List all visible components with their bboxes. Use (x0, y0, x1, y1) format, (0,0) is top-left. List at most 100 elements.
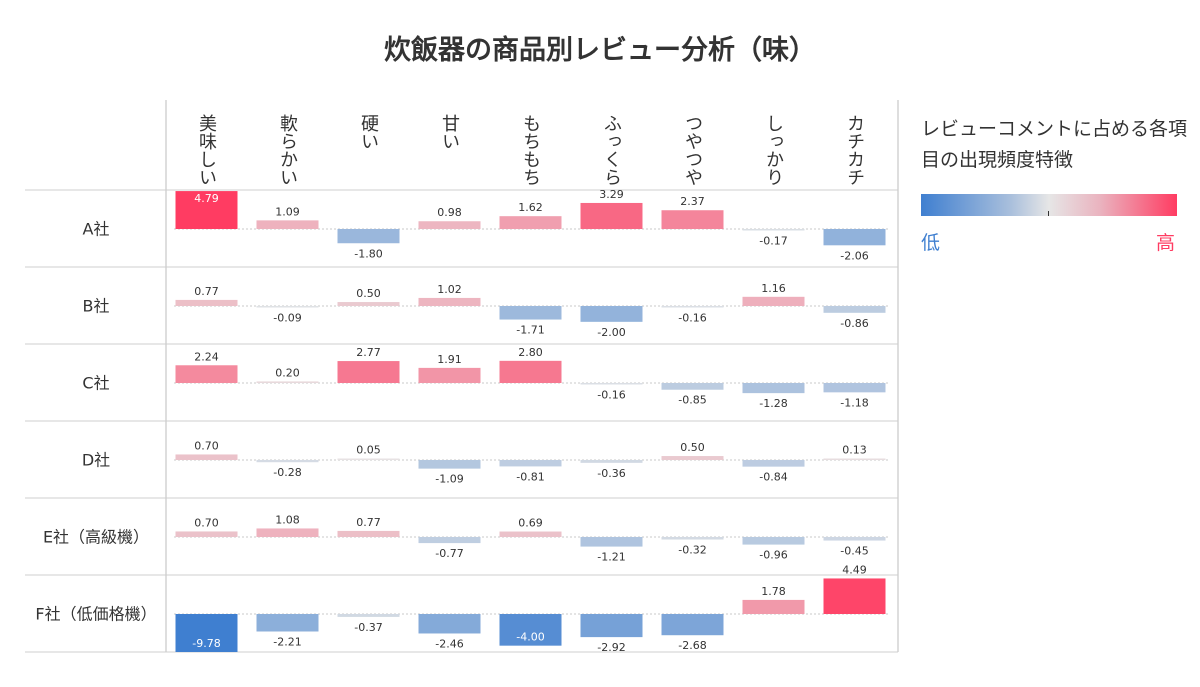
data-label: 1.09 (275, 205, 300, 218)
data-label: 1.08 (275, 513, 300, 526)
bar (418, 614, 481, 634)
data-label: -0.16 (597, 389, 625, 402)
bar (175, 531, 238, 537)
bar (256, 460, 319, 463)
legend-color-scale (921, 194, 1177, 216)
legend-midpoint-tick (1048, 211, 1049, 216)
bar (742, 383, 805, 394)
bar (823, 229, 886, 246)
bar (256, 220, 319, 229)
column-header: もちもち (520, 114, 541, 186)
data-label: 1.78 (761, 585, 786, 598)
data-label: -1.21 (597, 551, 625, 564)
bar (175, 299, 238, 306)
bar (256, 306, 319, 308)
bar (499, 614, 562, 646)
legend-high-label: 高 (1156, 232, 1176, 254)
data-label: -0.45 (840, 545, 868, 558)
data-label: 0.98 (437, 206, 462, 219)
bar (337, 614, 400, 617)
bar (499, 306, 562, 320)
bar (499, 460, 562, 467)
data-label: -0.86 (840, 317, 868, 330)
bar (175, 614, 238, 652)
data-label: -0.16 (678, 312, 706, 325)
bar (499, 531, 562, 537)
bar (580, 306, 643, 322)
column-header: 軟らかい (277, 114, 298, 186)
data-label: -0.36 (597, 467, 625, 480)
data-label: -0.85 (678, 394, 706, 407)
bar (337, 229, 400, 244)
data-label: 0.70 (194, 516, 219, 529)
data-label: 4.79 (194, 192, 219, 205)
data-label: 1.16 (761, 282, 786, 295)
row-label: B社 (83, 297, 110, 316)
bar (742, 599, 805, 614)
data-label: 2.80 (518, 346, 543, 359)
bar (175, 191, 238, 229)
data-label: -2.46 (435, 637, 463, 650)
row-label: D社 (82, 451, 110, 470)
bar (580, 202, 643, 229)
bar (823, 306, 886, 313)
column-header: カチカチ (844, 114, 865, 186)
column-header: しっかり (763, 114, 784, 186)
data-label: 0.13 (842, 444, 867, 457)
bar (661, 456, 724, 460)
bar (580, 614, 643, 638)
data-label: -4.00 (516, 631, 544, 644)
bar (418, 297, 481, 306)
bar (823, 458, 886, 460)
data-label: 0.50 (680, 441, 705, 454)
data-label: 2.77 (356, 346, 381, 359)
bar (661, 210, 724, 229)
data-label: -0.37 (354, 621, 382, 634)
bar (580, 460, 643, 463)
bar (175, 454, 238, 460)
bar (742, 460, 805, 467)
column-header: 甘い (439, 114, 460, 150)
data-label: -0.09 (273, 312, 301, 325)
data-label: -9.78 (192, 637, 220, 650)
bar (337, 530, 400, 537)
data-label: 3.29 (599, 188, 624, 201)
bar (499, 360, 562, 383)
data-label: -1.09 (435, 473, 463, 486)
data-label: -1.80 (354, 247, 382, 260)
bar (499, 216, 562, 229)
data-label: -2.06 (840, 249, 868, 262)
bar (823, 537, 886, 541)
bar (418, 221, 481, 229)
bar (256, 528, 319, 537)
data-label: -0.81 (516, 470, 544, 483)
data-label: -0.77 (435, 547, 463, 560)
data-label: -1.18 (840, 396, 868, 409)
data-label: -1.28 (759, 397, 787, 410)
bar (337, 361, 400, 383)
data-label: -0.84 (759, 471, 787, 484)
bar (580, 537, 643, 547)
row-label: C社 (82, 374, 109, 393)
data-label: 1.62 (518, 201, 543, 214)
bar (418, 537, 481, 544)
legend-title: レビューコメントに占める各項目の出現頻度特徴 (921, 118, 1188, 171)
column-header: 美味しい (196, 114, 217, 186)
bar (661, 537, 724, 540)
bar (661, 306, 724, 308)
bar (661, 383, 724, 390)
bar (175, 365, 238, 383)
legend-low-label: 低 (921, 232, 941, 254)
data-label: 0.77 (194, 285, 219, 298)
bar (337, 458, 400, 460)
data-label: 0.70 (194, 439, 219, 452)
bar (418, 367, 481, 383)
data-label: -1.71 (516, 324, 544, 337)
data-label: -2.68 (678, 639, 706, 652)
bar (661, 614, 724, 636)
data-label: 0.20 (275, 366, 300, 379)
row-label: A社 (83, 220, 110, 239)
data-label: -0.28 (273, 466, 301, 479)
data-label: -0.32 (678, 544, 706, 557)
